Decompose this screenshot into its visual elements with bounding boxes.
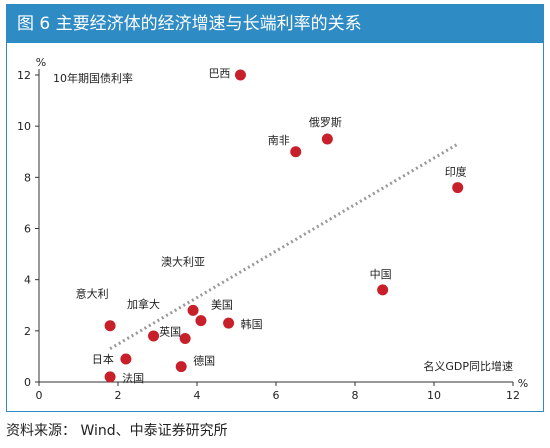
x-axis-title: 名义GDP同比增速 — [423, 359, 513, 373]
y-axis-title: 10年期国债利率 — [53, 71, 133, 85]
data-point — [175, 361, 187, 373]
x-tick-label: 2 — [115, 389, 122, 402]
data-point-label: 俄罗斯 — [309, 116, 342, 129]
data-point-label: 法国 — [122, 371, 144, 385]
data-point-label: 日本 — [92, 352, 114, 366]
data-point — [290, 146, 302, 158]
chart-frame: 图 6 主要经济体的经济增速与长端利率的关系 — [6, 4, 544, 412]
data-point — [223, 317, 235, 329]
data-point-label: 加拿大 — [127, 297, 160, 311]
data-point — [187, 304, 199, 316]
data-point-label: 中国 — [370, 268, 392, 281]
x-tick-label: 8 — [352, 389, 359, 402]
y-tick-label: 8 — [24, 171, 31, 184]
data-point-label: 印度 — [445, 165, 467, 179]
data-point — [195, 315, 207, 327]
data-point — [179, 333, 191, 345]
x-tick-label: 10 — [427, 389, 441, 402]
y-tick-label: 4 — [24, 274, 31, 287]
y-tick-label: 2 — [24, 325, 31, 338]
chart-title: 图 6 主要经济体的经济增速与长端利率的关系 — [7, 5, 543, 43]
y-tick-label: 0 — [24, 376, 31, 389]
data-point-label: 德国 — [193, 354, 215, 368]
data-point — [120, 353, 132, 365]
y-tick-label: 12 — [17, 69, 31, 82]
y-tick-label: 10 — [17, 120, 31, 133]
data-point — [321, 133, 333, 145]
data-point-label: 澳大利亚 — [161, 254, 205, 268]
data-point — [104, 371, 116, 383]
data-point-label: 意大利 — [76, 287, 109, 301]
x-tick-label: 4 — [194, 389, 201, 402]
source-note: 资料来源： Wind、中泰证券研究所 — [6, 423, 228, 439]
data-point-label: 美国 — [211, 299, 233, 312]
y-tick-label: 6 — [24, 223, 31, 236]
data-point — [377, 284, 389, 296]
data-point-label: 英国 — [159, 325, 181, 339]
data-point-label: 韩国 — [241, 317, 263, 331]
data-point — [452, 182, 464, 194]
data-point-label: 南非 — [268, 134, 290, 147]
data-point — [234, 69, 246, 81]
x-unit: % — [518, 377, 528, 390]
data-point-label: 巴西 — [208, 67, 230, 80]
data-point — [104, 320, 116, 332]
x-tick-label: 6 — [273, 389, 280, 402]
x-tick-label: 0 — [36, 389, 43, 402]
data-point — [148, 330, 160, 342]
trend-line — [109, 142, 459, 351]
x-tick-label: 12 — [506, 389, 520, 402]
y-unit: % — [36, 56, 46, 69]
